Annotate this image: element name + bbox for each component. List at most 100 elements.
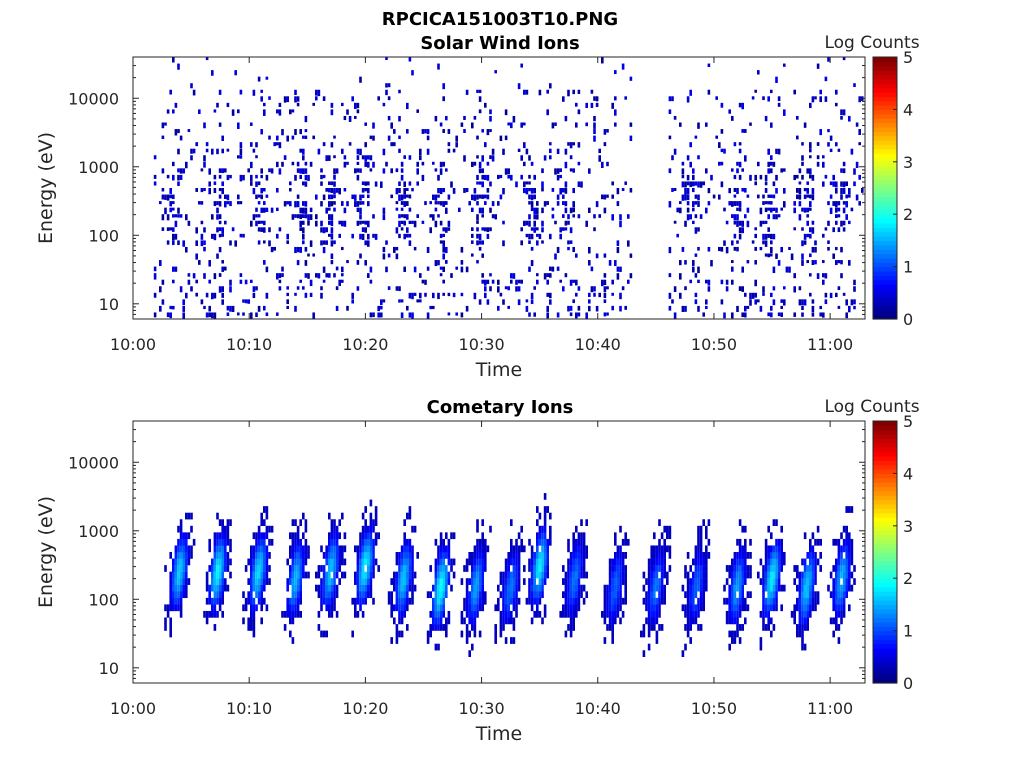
heatmap-cell: [390, 610, 393, 618]
heatmap-cell: [840, 571, 843, 579]
heatmap-cell: [471, 617, 474, 625]
heatmap-cell: [533, 584, 536, 592]
heatmap-cell: [663, 525, 666, 533]
heatmap-cell: [504, 604, 508, 612]
heatmap-cell: [738, 584, 742, 592]
heatmap-cell: [382, 299, 386, 303]
heatmap-cell: [172, 207, 175, 211]
heatmap-cell: [582, 597, 586, 605]
heatmap-cell: [619, 571, 622, 579]
heatmap-cell: [720, 181, 724, 188]
heatmap-cell: [840, 610, 843, 618]
heatmap-cell: [403, 233, 406, 240]
heatmap-cell: [650, 552, 653, 559]
heatmap-cell: [476, 538, 479, 546]
heatmap-cell: [705, 545, 708, 553]
heatmap-cell: [390, 168, 393, 174]
heatmap-cell: [723, 597, 726, 605]
heatmap-cell: [406, 201, 409, 206]
heatmap-cell: [824, 299, 828, 305]
heatmap-cell: [658, 604, 661, 612]
heatmap-cell: [835, 571, 838, 579]
heatmap-cell: [361, 571, 365, 579]
heatmap-cell: [367, 538, 370, 546]
heatmap-cell: [697, 624, 700, 631]
heatmap-cell: [361, 532, 365, 540]
heatmap-cell: [770, 558, 773, 566]
heatmap-cell: [770, 578, 773, 585]
heatmap-cell: [442, 538, 445, 546]
heatmap-cell: [536, 279, 539, 285]
heatmap-cell: [356, 161, 360, 166]
heatmap-cell: [216, 148, 219, 155]
heatmap-cell: [577, 286, 581, 291]
heatmap-cell: [754, 174, 757, 181]
heatmap-cell: [541, 207, 544, 214]
heatmap-cell: [286, 240, 289, 244]
heatmap-cell: [406, 227, 409, 233]
heatmap-cell: [499, 591, 503, 599]
heatmap-cell: [707, 246, 711, 252]
colorbar-segment: [873, 512, 897, 518]
heatmap-cell: [814, 558, 817, 566]
colorbar-segment: [873, 236, 897, 241]
heatmap-cell: [312, 102, 315, 106]
heatmap-cell: [616, 610, 620, 618]
heatmap-cell: [811, 96, 815, 103]
heatmap-cell: [663, 538, 666, 546]
heatmap-cell: [471, 194, 474, 201]
heatmap-cell: [616, 188, 620, 195]
heatmap-cell: [364, 552, 367, 559]
heatmap-cell: [395, 578, 399, 585]
heatmap-cell: [265, 194, 269, 198]
heatmap-cell: [239, 273, 243, 277]
heatmap-cell: [564, 161, 568, 169]
colorbar-segment: [873, 65, 897, 71]
heatmap-cell: [434, 610, 438, 618]
heatmap-cell: [614, 610, 617, 618]
heatmap-cell: [520, 279, 523, 284]
heatmap-cell: [858, 142, 861, 146]
heatmap-cell: [681, 194, 685, 201]
heatmap-cell: [203, 240, 206, 245]
heatmap-cell: [195, 279, 198, 284]
heatmap-cell: [569, 610, 573, 618]
heatmap-cell: [432, 161, 435, 165]
heatmap-cell: [772, 214, 776, 220]
heatmap-cell: [783, 299, 786, 306]
colorbar-segment: [873, 284, 897, 290]
heatmap-cell: [260, 552, 263, 559]
heatmap-cell: [538, 610, 542, 618]
heatmap-cell: [432, 584, 435, 592]
heatmap-cell: [403, 591, 406, 599]
heatmap-cell: [445, 207, 448, 214]
heatmap-cell: [403, 220, 406, 226]
heatmap-cell: [530, 233, 534, 240]
heatmap-cell: [736, 617, 739, 625]
heatmap-cell: [322, 630, 326, 638]
heatmap-cell: [603, 604, 607, 612]
heatmap-cell: [582, 532, 586, 540]
heatmap-cell: [325, 188, 328, 192]
heatmap-cell: [421, 161, 425, 166]
heatmap-cell: [541, 558, 544, 566]
colorbar-segment: [873, 460, 897, 466]
heatmap-cell: [699, 597, 703, 605]
heatmap-cell: [673, 148, 677, 155]
heatmap-cell: [291, 637, 295, 644]
colorbar-segment: [873, 556, 897, 562]
heatmap-cell: [312, 312, 315, 319]
heatmap-cell: [434, 194, 438, 201]
heatmap-cell: [723, 148, 726, 154]
heatmap-cell: [549, 273, 552, 278]
heatmap-cell: [252, 597, 256, 605]
heatmap-cell: [400, 604, 404, 612]
heatmap-cell: [166, 227, 170, 231]
heatmap-cell: [572, 584, 575, 592]
heatmap-cell: [702, 584, 705, 592]
heatmap-cell: [406, 194, 409, 198]
heatmap-cell: [530, 292, 534, 300]
colorbar-segment: [873, 70, 897, 76]
heatmap-cell: [411, 220, 414, 224]
heatmap-cell: [216, 552, 219, 559]
